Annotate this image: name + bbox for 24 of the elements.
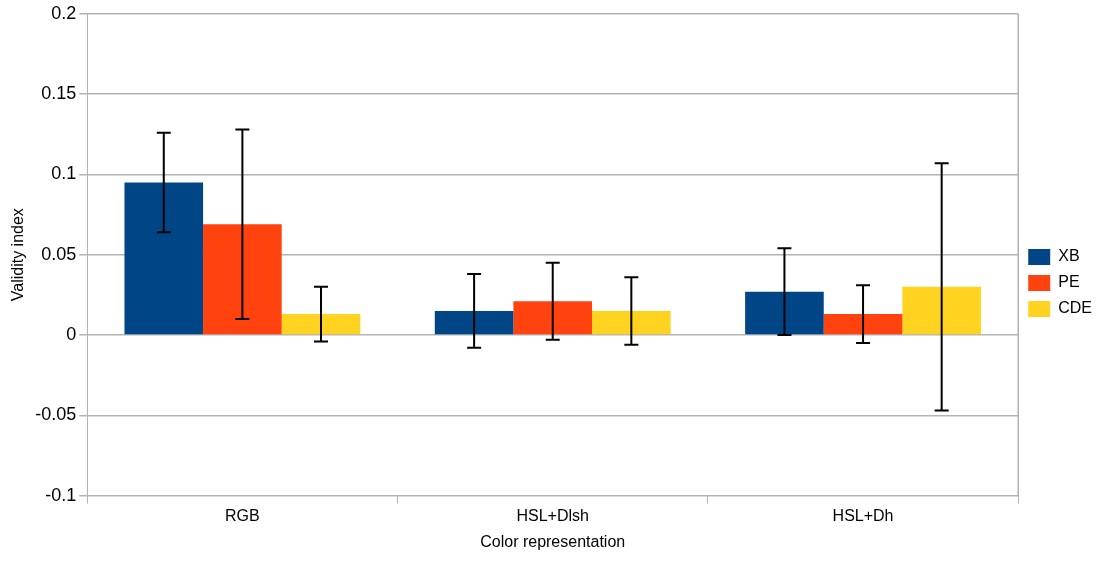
bar [902,286,981,335]
y-tick-label: 0.05 [41,243,77,264]
legend-label: XB [1058,247,1080,265]
y-tick-label: 0 [66,323,77,344]
bar [745,291,824,335]
y-tick-label: -0.05 [35,404,77,425]
legend-label: PE [1058,273,1080,291]
y-tick-label: 0.2 [51,2,77,23]
bar [823,314,903,335]
bar [124,182,204,335]
x-tick-label: RGB [225,506,260,524]
bar [592,310,671,335]
bar [203,224,282,335]
y-tick-label: -0.1 [45,484,77,505]
bar [434,310,514,335]
x-axis-title: Color representation [480,532,626,550]
x-tick-label: HSL+Dlsh [516,506,589,524]
bar [281,314,361,335]
legend-label: CDE [1058,299,1092,317]
y-tick-label: 0.15 [41,83,77,104]
x-tick-label: HSL+Dh [832,506,894,524]
bar [513,301,593,335]
y-axis-title: Validity index [9,208,27,302]
y-tick-label: 0.1 [51,163,77,184]
